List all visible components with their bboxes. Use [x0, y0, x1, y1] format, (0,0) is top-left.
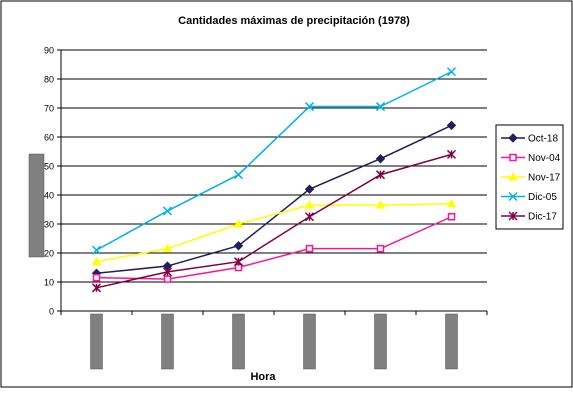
legend: Oct-18 Nov-04 Nov-17 Dic-05 Dic-17: [495, 124, 564, 230]
data-point-nov-17-3: [233, 218, 244, 228]
data-point-dic-05-6: [446, 67, 457, 77]
data-point-dic-17-1: [91, 283, 102, 293]
gridlines: [61, 49, 487, 283]
y-tick-label-20: 20: [44, 249, 54, 259]
data-point-nov-17-6: [446, 198, 457, 208]
y-tick-label-10: 10: [44, 278, 54, 288]
data-point-oct-18-3: [233, 241, 244, 251]
x-category-label-4: [303, 313, 316, 370]
y-tick-label-60: 60: [44, 133, 54, 143]
y-tick-label-90: 90: [44, 46, 54, 56]
legend-label-dic-05: Dic-05: [528, 192, 557, 203]
x-category-label-6: [445, 313, 458, 370]
legend-label-nov-17: Nov-17: [528, 173, 561, 184]
legend-label-oct-18: Oct-18: [528, 134, 558, 145]
data-point-oct-18-6: [446, 120, 457, 131]
x-tick-labels: [60, 311, 488, 370]
y-tick-label-70: 70: [44, 104, 54, 114]
y-tick-label-80: 80: [44, 75, 54, 85]
data-point-nov-17-4: [304, 200, 315, 209]
y-tick-label-0: 0: [49, 307, 54, 317]
data-point-nov-04-2: [163, 275, 172, 283]
y-tick-label-30: 30: [44, 220, 54, 230]
series-line-dic-17: [96, 153, 452, 289]
x-category-label-1: [90, 313, 103, 370]
y-axis-title-box: [28, 153, 45, 258]
legend-marker-nov-17: [508, 171, 518, 181]
data-point-nov-04-4: [305, 244, 314, 253]
legend-entry-dic-17: Dic-17: [501, 211, 557, 223]
data-point-dic-05-4: [304, 102, 315, 112]
data-point-nov-04-1: [92, 273, 101, 282]
chart-title: Cantidades máximas de precipitación (197…: [178, 15, 410, 27]
data-point-oct-18-5: [375, 154, 386, 164]
data-point-nov-17-5: [375, 200, 386, 209]
legend-entry-dic-05: Dic-05: [501, 191, 557, 203]
series-line-dic-05: [96, 71, 452, 251]
legend-label-dic-17: Dic-17: [528, 212, 557, 223]
data-point-dic-05-2: [162, 206, 173, 216]
series-line-nov-17: [96, 202, 452, 263]
data-point-dic-05-3: [233, 170, 244, 180]
x-axis-title: Hora: [250, 371, 276, 383]
legend-entry-nov-17: Nov-17: [501, 171, 561, 184]
data-point-nov-17-2: [162, 243, 173, 253]
legend-marker-oct-18: [508, 133, 518, 143]
data-point-nov-17-1: [91, 256, 102, 266]
legend-marker-dic-05: [508, 191, 518, 202]
legend-entry-nov-04: Nov-04: [501, 153, 561, 164]
data-point-dic-17-6: [446, 149, 457, 159]
legend-entry-oct-18: Oct-18: [501, 133, 558, 145]
legend-label-nov-04: Nov-04: [528, 153, 561, 164]
data-point-nov-04-6: [447, 213, 456, 221]
data-point-dic-17-5: [375, 170, 386, 180]
data-point-dic-17-4: [304, 212, 315, 222]
legend-marker-nov-04: [509, 153, 517, 162]
legend-marker-dic-17: [508, 211, 518, 221]
y-tick-label-40: 40: [44, 191, 54, 201]
data-point-dic-17-2: [162, 267, 173, 277]
data-point-dic-05-5: [375, 102, 386, 112]
data-point-nov-04-5: [376, 244, 385, 253]
x-category-label-3: [232, 313, 245, 370]
x-category-label-2: [161, 313, 174, 370]
series-lines: [91, 67, 457, 293]
data-point-oct-18-4: [304, 184, 315, 194]
y-tick-label-50: 50: [44, 162, 54, 172]
series-line-nov-04: [96, 216, 452, 280]
x-category-label-5: [374, 313, 387, 370]
series-line-oct-18: [96, 124, 452, 275]
y-tick-labels: 0 10 20 30 40 50 60 70 80 90: [44, 46, 61, 317]
data-point-dic-05-1: [91, 245, 102, 255]
data-point-dic-17-3: [233, 257, 244, 267]
